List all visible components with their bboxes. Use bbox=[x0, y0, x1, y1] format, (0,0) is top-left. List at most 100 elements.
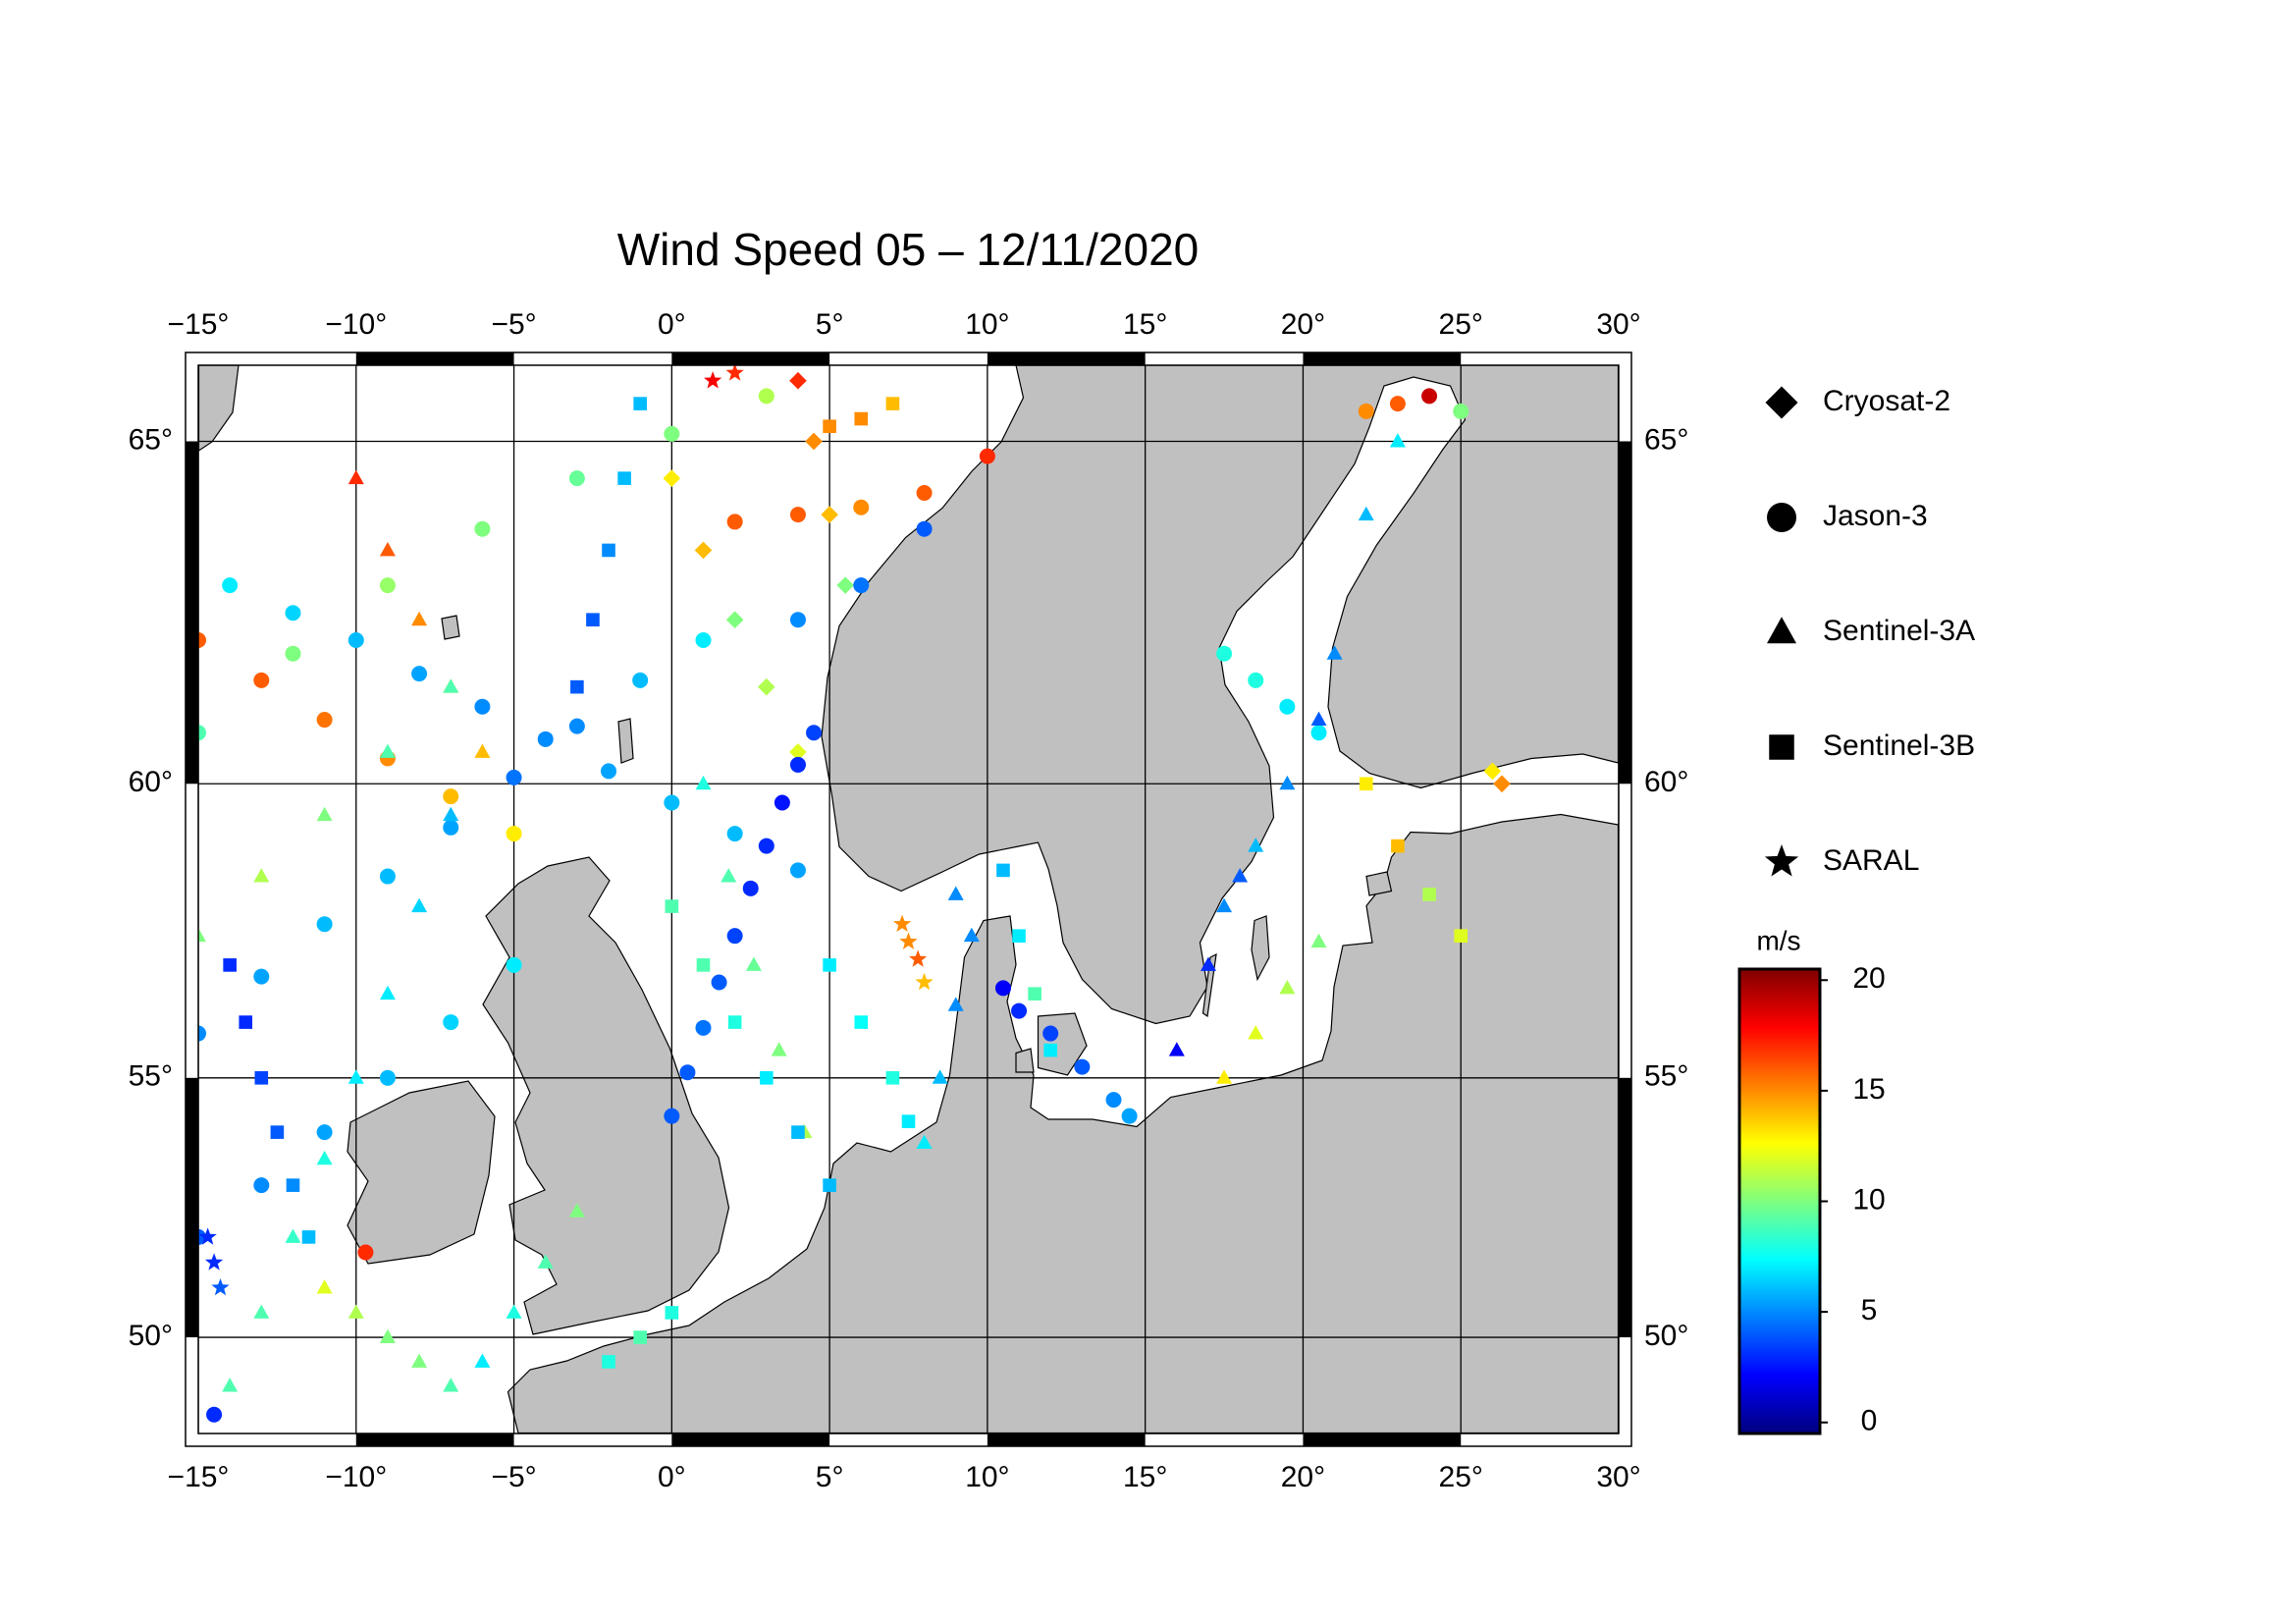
track-point bbox=[1248, 838, 1264, 852]
legend-label: Cryosat-2 bbox=[1823, 385, 1950, 417]
track-point bbox=[537, 730, 554, 747]
x-tick-label: 20° bbox=[1281, 1461, 1325, 1493]
x-tick-label: 5° bbox=[816, 308, 844, 341]
track-point bbox=[758, 677, 775, 696]
track-point bbox=[1391, 839, 1405, 853]
track-point bbox=[1358, 403, 1374, 419]
track-point bbox=[443, 819, 459, 836]
track-point bbox=[1310, 711, 1327, 727]
frame-bar bbox=[1619, 441, 1631, 784]
track-point bbox=[885, 397, 900, 410]
colorbar-tick-label: 10 bbox=[1852, 1183, 1885, 1216]
track-point bbox=[1200, 956, 1216, 971]
x-tick-label: 10° bbox=[965, 1461, 1009, 1493]
track-point bbox=[1493, 775, 1511, 793]
colorbar-tick-label: 5 bbox=[1861, 1294, 1878, 1326]
track-point bbox=[198, 631, 206, 648]
track-point bbox=[695, 1019, 712, 1036]
faroe bbox=[441, 615, 460, 640]
track-point bbox=[1043, 1043, 1057, 1057]
track-point bbox=[253, 968, 270, 985]
track-point bbox=[694, 541, 713, 560]
track-point bbox=[806, 725, 823, 741]
frame bbox=[185, 352, 1632, 1447]
track-point bbox=[198, 927, 206, 943]
track-point bbox=[1074, 1058, 1091, 1075]
track-point bbox=[774, 794, 790, 811]
track-point bbox=[1358, 506, 1374, 521]
colorbar-bar bbox=[1737, 967, 1822, 1435]
track-point bbox=[506, 1304, 522, 1319]
track-point bbox=[601, 763, 617, 780]
track-point bbox=[901, 1114, 916, 1128]
track-point bbox=[633, 397, 647, 410]
track-point bbox=[357, 1244, 374, 1261]
track-point bbox=[789, 371, 807, 390]
track-point bbox=[704, 371, 722, 389]
track-point bbox=[602, 1355, 615, 1369]
track-point bbox=[253, 1177, 270, 1194]
track-point bbox=[379, 1069, 396, 1086]
track-point bbox=[316, 1150, 333, 1165]
track-point bbox=[805, 432, 823, 451]
track-point bbox=[1248, 672, 1264, 688]
track-point bbox=[1279, 698, 1296, 715]
track-point bbox=[1454, 929, 1468, 943]
track-point bbox=[285, 1228, 301, 1243]
legend-label: Sentinel-3A bbox=[1823, 615, 1975, 647]
track-point bbox=[316, 1124, 333, 1141]
track-point bbox=[892, 914, 912, 932]
track-point bbox=[1359, 777, 1373, 791]
x-tick-label: 20° bbox=[1281, 308, 1325, 341]
frame-bar bbox=[355, 1434, 514, 1446]
track-point bbox=[211, 1277, 230, 1296]
track-point bbox=[994, 980, 1011, 997]
track-point bbox=[789, 743, 807, 761]
track-point bbox=[285, 605, 301, 622]
track-point bbox=[979, 448, 995, 464]
track-point bbox=[1168, 1042, 1185, 1056]
track-point bbox=[1453, 403, 1469, 419]
track-point bbox=[726, 826, 743, 842]
y-tick-label: 55° bbox=[1644, 1060, 1688, 1093]
track-point bbox=[443, 1378, 459, 1392]
land bbox=[198, 365, 1619, 1434]
legend-symbol bbox=[1769, 734, 1794, 760]
track-point bbox=[1216, 645, 1233, 662]
track-point bbox=[633, 1330, 647, 1344]
track-point bbox=[947, 886, 964, 900]
track-point bbox=[854, 411, 869, 426]
track-point bbox=[411, 666, 428, 682]
track-point bbox=[663, 469, 681, 487]
legend-symbol bbox=[1767, 503, 1796, 532]
track-point bbox=[379, 1328, 396, 1344]
track-point bbox=[823, 958, 836, 972]
frame-outline bbox=[185, 352, 1632, 1447]
track-point bbox=[474, 743, 491, 758]
track-point bbox=[665, 899, 679, 913]
y-tick-label: 65° bbox=[129, 423, 173, 456]
track-point bbox=[316, 712, 333, 729]
track-point bbox=[537, 1254, 554, 1269]
track-point bbox=[1422, 888, 1436, 901]
track-point bbox=[316, 1279, 333, 1294]
track-point bbox=[253, 672, 270, 688]
track-point bbox=[379, 743, 396, 758]
track-point bbox=[1121, 1108, 1138, 1124]
track-point bbox=[726, 514, 743, 530]
track-point bbox=[664, 794, 680, 811]
frame-bar bbox=[186, 441, 198, 784]
track-point bbox=[285, 645, 301, 662]
track-point bbox=[316, 916, 333, 933]
colorbar-label: m/s bbox=[1756, 925, 1800, 955]
gotland bbox=[1251, 915, 1270, 982]
track-point bbox=[253, 1304, 270, 1319]
track-point bbox=[696, 958, 711, 972]
y-tick-label: 60° bbox=[1644, 766, 1688, 798]
ireland bbox=[347, 1080, 496, 1265]
legend-label: Sentinel-3B bbox=[1823, 730, 1975, 762]
track-point bbox=[665, 1306, 679, 1320]
track-point bbox=[411, 1353, 428, 1368]
legend: Cryosat-2 Jason-3 Sentinel-3A Sentinel-3B SA… bbox=[1764, 385, 1975, 877]
